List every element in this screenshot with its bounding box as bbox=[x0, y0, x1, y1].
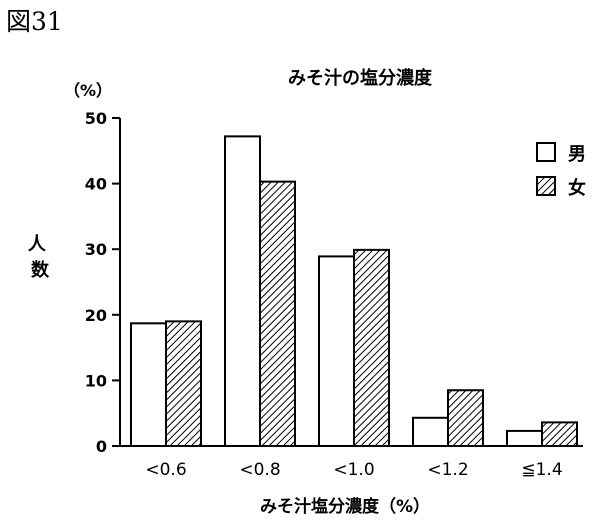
legend: 男 女 bbox=[536, 142, 586, 199]
bar-female bbox=[165, 320, 202, 447]
y-tick-label: 40 bbox=[85, 175, 107, 194]
x-axis-categories: <0.6 <0.8 <1.0 <1.2 ≦1.4 bbox=[145, 460, 562, 480]
bar-female bbox=[259, 180, 296, 448]
bar-male bbox=[224, 135, 261, 447]
x-category-label: <0.6 bbox=[145, 460, 186, 480]
bar-female bbox=[353, 248, 390, 447]
y-unit-label: （%） bbox=[64, 81, 112, 100]
y-tick-label: 10 bbox=[85, 371, 107, 390]
bar-male bbox=[412, 416, 449, 447]
bar-male bbox=[130, 322, 167, 447]
bars bbox=[130, 135, 578, 448]
bar-female bbox=[541, 421, 578, 448]
x-category-label: <1.0 bbox=[333, 460, 374, 480]
y-tick-label: 20 bbox=[85, 306, 107, 325]
y-tick-label: 0 bbox=[96, 437, 107, 456]
legend-swatch-female bbox=[536, 176, 556, 196]
chart-title: みそ汁の塩分濃度 bbox=[288, 67, 433, 89]
bar-male bbox=[318, 255, 355, 447]
y-axis-ticks: 0 10 20 30 40 50 bbox=[85, 109, 120, 456]
x-category-label: ≦1.4 bbox=[521, 460, 562, 480]
x-category-label: <0.8 bbox=[239, 460, 280, 480]
bar-male bbox=[506, 429, 543, 447]
legend-label-female: 女 bbox=[568, 177, 586, 199]
x-axis-label: みそ汁塩分濃度（%） bbox=[260, 496, 430, 517]
legend-label-male: 男 bbox=[568, 144, 586, 165]
x-category-label: <1.2 bbox=[427, 460, 468, 480]
y-axis-label: 人 数 bbox=[28, 234, 52, 281]
y-tick-label: 50 bbox=[85, 109, 107, 128]
bar-female bbox=[447, 389, 484, 447]
y-tick-label: 30 bbox=[85, 240, 107, 259]
legend-swatch-male bbox=[536, 142, 556, 162]
figure-label: 図31 bbox=[6, 7, 63, 36]
